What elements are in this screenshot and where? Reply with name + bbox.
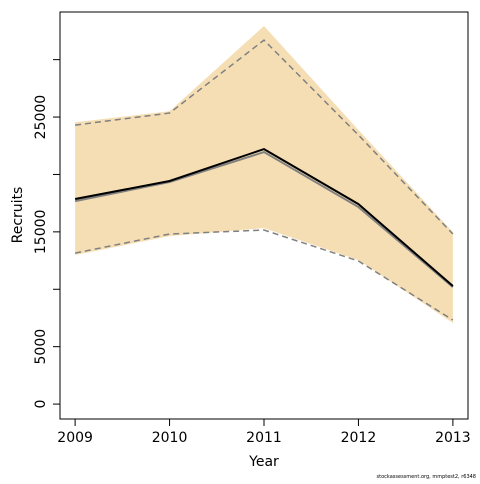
- ci-line: [74, 229, 454, 321]
- x-tick-label: 2009: [57, 430, 93, 446]
- confidence-band: [75, 26, 453, 324]
- footnote: stockassessment.org, mmptest2, r6348: [377, 474, 476, 480]
- y-tick-label: 15000: [33, 210, 49, 255]
- x-tick-label: 2013: [435, 430, 471, 446]
- y-tick-label: 0: [33, 400, 49, 409]
- estimate-line: [74, 147, 454, 287]
- x-tick-label: 2012: [341, 430, 377, 446]
- y-tick-label: 5000: [33, 329, 49, 365]
- estimate-line: [74, 150, 454, 288]
- x-tick-label: 2010: [152, 430, 188, 446]
- y-axis-label: Recruits: [10, 187, 26, 244]
- ci-line: [75, 39, 454, 235]
- y-tick-label: 25000: [33, 95, 49, 140]
- x-axis-label: Year: [248, 454, 279, 470]
- x-tick-label: 2011: [246, 430, 282, 446]
